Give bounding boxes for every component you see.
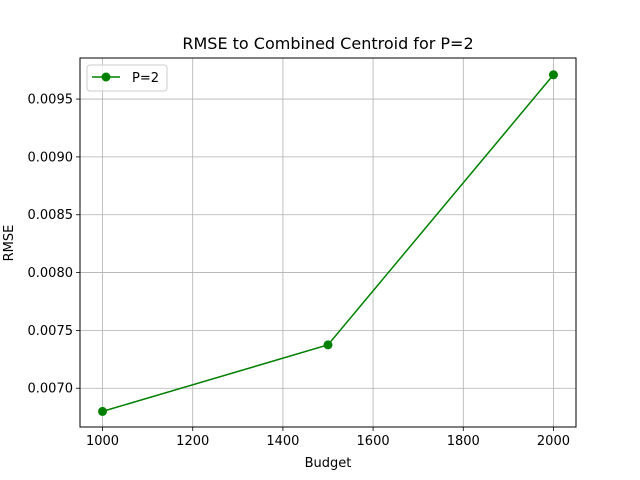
x-axis-label: Budget [305,456,352,471]
x-axis-ticks: 1000 1200 1400 1600 1800 2000 [86,427,570,449]
y-tick-label: 0.0095 [28,93,74,108]
legend: P=2 [86,64,168,92]
y-tick-label: 0.0085 [28,208,74,223]
y-tick-label: 0.0075 [28,324,74,339]
data-point [548,70,558,80]
legend-box [86,64,168,92]
x-tick-label: 1000 [86,434,119,449]
data-point [323,340,333,350]
plot-area-frame [79,57,577,428]
legend-label: P=2 [132,71,159,86]
series-layer [98,70,558,416]
y-tick-label: 0.0070 [28,382,74,397]
x-tick-label: 1200 [176,434,209,449]
chart-title: RMSE to Combined Centroid for P=2 [182,34,473,53]
y-axis-label: RMSE [2,225,17,262]
y-axis-ticks: 0.0070 0.0075 0.0080 0.0085 0.0090 0.0095 [28,93,80,397]
legend-marker-sample [101,72,111,82]
y-tick-label: 0.0090 [28,150,74,165]
x-tick-label: 1600 [357,434,390,449]
x-tick-label: 1400 [266,434,299,449]
y-tick-label: 0.0080 [28,266,74,281]
data-point [98,406,108,416]
x-tick-label: 1800 [447,434,480,449]
x-tick-label: 2000 [537,434,570,449]
grid-lines [80,58,576,427]
